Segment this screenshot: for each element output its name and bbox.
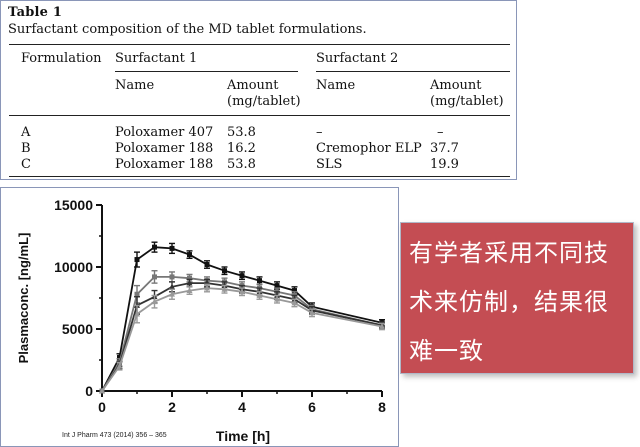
data-point [169, 245, 175, 251]
row-c-s2-amount: 19.9 [430, 157, 459, 172]
subheader-name-2: Name [316, 78, 356, 93]
data-point [204, 262, 210, 268]
data-point [257, 278, 262, 284]
header-surfactant-2: Surfactant 2 [316, 51, 399, 66]
table-bottom-rule [9, 176, 510, 177]
data-point [169, 274, 175, 280]
subheader-amount-unit-1: (mg/tablet) [227, 94, 301, 109]
data-point [134, 291, 140, 297]
callout-box: 有学者采用不同技术来仿制，结果很难一致 [400, 222, 634, 374]
data-point [204, 284, 210, 291]
data-point [239, 273, 245, 279]
data-point [222, 268, 227, 274]
data-point [169, 283, 175, 290]
data-point [379, 323, 385, 329]
y-axis-label: Plasmaconc. [ng/mL] [16, 233, 31, 364]
y-tick-label: 5000 [62, 321, 93, 337]
header-formulation: Formulation [21, 51, 102, 66]
x-tick-label: 8 [378, 399, 386, 415]
x-tick-label: 6 [308, 399, 316, 415]
data-point [169, 291, 175, 297]
header-surfactant-1: Surfactant 1 [115, 51, 198, 66]
series-3 [99, 278, 385, 394]
plasma-concentration-chart: 0 5000 10000 15000 0 2 4 6 8 Plasmaconc. [ng/mL]… [16, 197, 386, 444]
data-point [116, 363, 123, 369]
table-caption: Surfactant composition of the MD tablet … [8, 22, 367, 37]
group-rule-2 [316, 71, 510, 72]
x-axis-label: Time [h] [216, 428, 270, 444]
group-rule-1 [115, 71, 298, 72]
x-tick-label: 2 [168, 399, 176, 415]
chart-panel: 0 5000 10000 15000 0 2 4 6 8 Plasmaconc. [ng/mL]… [0, 187, 399, 447]
data-point [187, 275, 192, 281]
series-line [101, 282, 383, 392]
data-point [186, 287, 193, 293]
series-line [101, 246, 383, 392]
row-c-s1-amount: 53.8 [227, 157, 256, 172]
data-point [152, 244, 157, 250]
data-point [151, 298, 158, 305]
row-a-s1-name: Poloxamer 407 [115, 125, 214, 140]
data-point [239, 288, 245, 295]
data-point [117, 355, 122, 361]
x-tick-label: 4 [238, 399, 246, 415]
table-header-rule [9, 115, 510, 116]
data-point [221, 286, 228, 292]
data-point [152, 274, 157, 280]
row-a-s1-amount: 53.8 [227, 125, 256, 140]
data-point [99, 387, 105, 394]
chart-axes: 0 5000 10000 15000 0 2 4 6 8 [54, 197, 386, 415]
subheader-amount-1: Amount [227, 78, 279, 93]
data-point [292, 288, 297, 294]
data-point [134, 310, 140, 317]
row-b-formulation: B [21, 141, 31, 156]
data-point [274, 296, 280, 302]
data-point [291, 299, 298, 306]
data-point [309, 309, 315, 316]
y-tick-label: 0 [85, 383, 93, 399]
row-a-formulation: A [21, 125, 31, 140]
row-c-s1-name: Poloxamer 188 [115, 157, 214, 172]
row-a-s2-amount: – [437, 125, 444, 140]
row-c-s2-name: SLS [316, 157, 343, 172]
table-label: Table 1 [8, 5, 63, 20]
row-b-s2-name: Cremophor ELP [316, 141, 422, 156]
row-b-s2-amount: 37.7 [430, 141, 459, 156]
series-4 [99, 283, 385, 394]
data-point [186, 279, 193, 286]
y-tick-label: 15000 [54, 197, 93, 213]
series-line [101, 287, 383, 392]
table-panel: Table 1 Surfactant composition of the MD… [0, 0, 517, 180]
row-a-s2-name: – [316, 125, 323, 140]
data-point [274, 283, 280, 289]
subheader-amount-unit-2: (mg/tablet) [430, 94, 504, 109]
row-c-formulation: C [21, 157, 31, 172]
subheader-amount-2: Amount [430, 78, 482, 93]
x-tick-label: 0 [98, 399, 106, 415]
row-b-s1-name: Poloxamer 188 [115, 141, 214, 156]
chart-series [99, 241, 385, 394]
subheader-name-1: Name [115, 78, 155, 93]
y-tick-label: 10000 [54, 259, 93, 275]
data-point [187, 252, 192, 258]
table-top-rule [9, 44, 510, 45]
data-point [134, 257, 140, 263]
citation: Int J Pharm 473 (2014) 356 – 365 [62, 432, 167, 439]
row-b-s1-amount: 16.2 [227, 141, 256, 156]
data-point [256, 292, 263, 298]
